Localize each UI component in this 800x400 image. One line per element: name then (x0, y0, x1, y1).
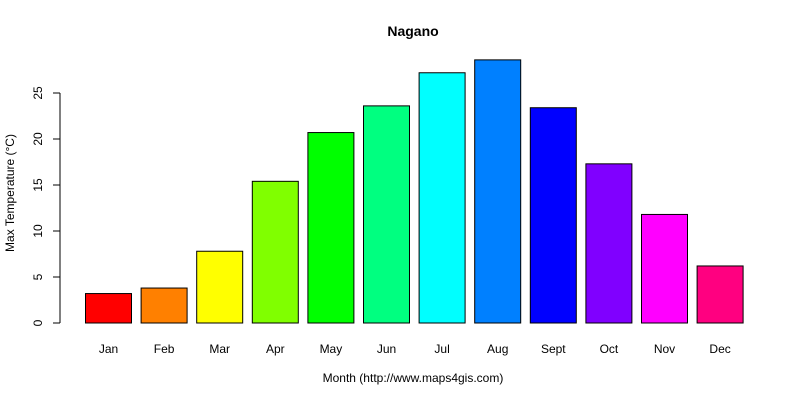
chart-title: Nagano (387, 23, 438, 39)
y-tick-label: 15 (31, 178, 45, 192)
bar-dec (696, 265, 744, 324)
bar-oct (585, 163, 633, 324)
x-tick-label: Mar (209, 342, 230, 356)
y-axis-label: Max Temperature (°C) (3, 134, 17, 252)
x-axis-labels: Jan Feb Mar Apr May Jun Jul Aug Sept Oct Nov Dec (99, 342, 731, 356)
bar-jul (418, 72, 466, 324)
x-tick-label: Jun (377, 342, 396, 356)
bar-nov (641, 213, 688, 324)
bars (85, 59, 744, 324)
bar-apr (251, 180, 299, 324)
x-tick-label: Dec (709, 342, 730, 356)
y-tick-label: 25 (31, 86, 45, 100)
bar-aug (474, 59, 522, 324)
x-tick-label: Oct (600, 342, 619, 356)
x-axis-label: Month (http://www.maps4gis.com) (323, 371, 504, 385)
y-tick-label: 20 (31, 132, 45, 146)
y-tick-label: 0 (31, 319, 45, 326)
bar-feb (140, 287, 188, 324)
bar-sept (529, 107, 577, 324)
x-tick-label: Jan (99, 342, 118, 356)
x-tick-label: Aug (487, 342, 508, 356)
x-tick-label: Jul (434, 342, 449, 356)
x-tick-label: Feb (154, 342, 175, 356)
x-tick-label: May (320, 342, 343, 356)
y-axis: 0 5 10 15 20 25 (31, 86, 61, 326)
bar-may (307, 132, 355, 324)
x-tick-label: Apr (266, 342, 285, 356)
bar-jun (363, 105, 410, 324)
bar-mar (196, 250, 244, 324)
bar-jan (85, 293, 132, 324)
y-tick-label: 5 (31, 273, 45, 280)
y-tick-label: 10 (31, 224, 45, 238)
x-tick-label: Nov (654, 342, 675, 356)
x-tick-label: Sept (541, 342, 566, 356)
